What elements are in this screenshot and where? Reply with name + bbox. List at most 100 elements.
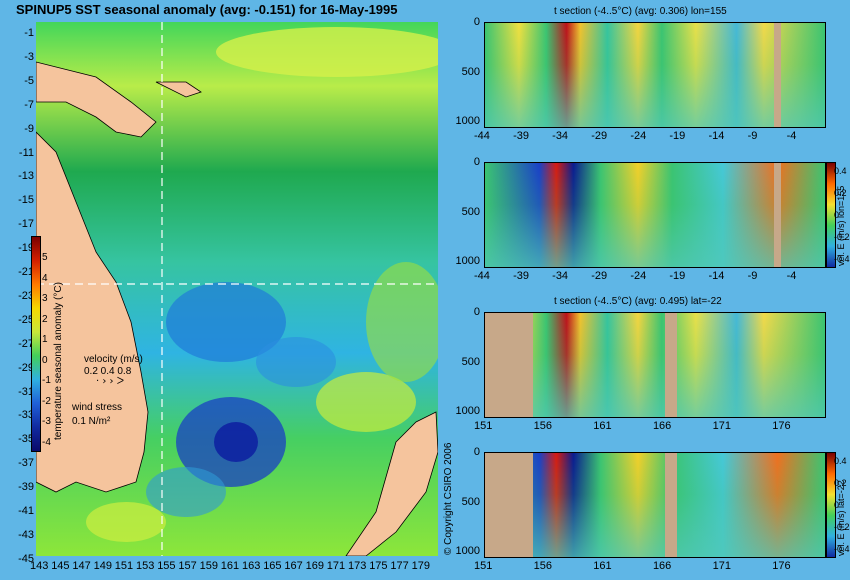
map-lon-tick: 145: [51, 560, 70, 572]
map-lat-tick: -11: [18, 146, 34, 159]
panel-x-tick: 166: [652, 560, 672, 572]
panel-y-tick: 0: [473, 156, 480, 168]
panel-x-tick: -9: [747, 270, 758, 282]
panel-x-tick: -9: [747, 130, 758, 142]
map-lon-tick: 165: [263, 560, 282, 572]
depth-fade: [485, 453, 825, 557]
map-lat-tick: -17: [18, 218, 34, 231]
map-colorbar-tick: -1: [42, 375, 51, 386]
map-lon-tick: 153: [136, 560, 155, 572]
depth-fade: [485, 163, 825, 267]
section-plot: [484, 162, 826, 268]
panel-x-tick: 176: [772, 420, 791, 432]
copyright: © Copyright CSIRO 2006: [443, 442, 454, 555]
map-lat-tick: -3: [24, 50, 34, 63]
velocity-colorbar-tick: 0.2: [834, 188, 847, 198]
panel-y-tick: 500: [461, 65, 480, 78]
panel-x-tick: -29: [591, 270, 608, 282]
map-lat-tick: -25: [18, 313, 34, 326]
map-lon-tick: 155: [157, 560, 176, 572]
panel-y-tick: 1000: [455, 545, 480, 558]
map-colorbar-tick: 4: [42, 272, 48, 284]
map-lat-tick: -21: [18, 266, 34, 278]
land-masses: [36, 61, 438, 556]
panel-x-tick: -24: [630, 130, 647, 142]
panel-x-tick: -39: [513, 270, 529, 282]
map-colorbar-tick: -3: [42, 416, 51, 427]
map-lon-tick: 157: [178, 560, 197, 572]
map-lat-tick: -33: [18, 409, 34, 422]
panel-y-tick: 1000: [455, 405, 480, 418]
panel-y-tick: 1000: [455, 255, 480, 268]
panel-x-tick: -4: [786, 270, 797, 282]
anomaly-features: [86, 27, 438, 542]
panel-y-tick: 0: [473, 306, 480, 318]
land-column: [774, 23, 781, 127]
velocity-label: velocity (m/s): [84, 354, 143, 365]
section-plot: [484, 22, 826, 128]
panel-title: t section (-4..5°C) (avg: 0.306) lon=155: [554, 6, 727, 17]
map-lon-tick: 173: [348, 560, 367, 572]
panel-x-tick: 171: [712, 560, 731, 572]
depth-fade: [485, 23, 825, 127]
map-lat-tick: -43: [18, 528, 34, 541]
map-colorbar-tick: -2: [42, 395, 51, 407]
velocity-scale: 0.2 0.4 0.8: [84, 366, 132, 377]
depth-fade: [485, 313, 825, 417]
panel-x-tick: -19: [669, 270, 686, 282]
velocity-colorbar: [826, 162, 836, 268]
panel-x-tick: 161: [593, 420, 612, 432]
map-lon-tick: 177: [390, 560, 409, 572]
panel-side-label: vel. E (m/s) lat=-22: [836, 480, 846, 556]
map-lon-tick: 143: [30, 560, 49, 572]
section-plot: [484, 312, 826, 418]
panel-x-tick: 166: [652, 420, 672, 432]
panel-x-tick: 151: [474, 420, 493, 432]
map-lat-tick: -19: [18, 242, 34, 255]
panel-x-tick: -29: [591, 130, 608, 142]
map-lat-tick: -7: [24, 98, 34, 111]
map-lon-tick: 171: [326, 560, 346, 572]
panel-x-tick: -44: [474, 270, 490, 282]
velocity-colorbar-tick: -0.4: [834, 254, 850, 264]
velocity-colorbar-tick: 0.4: [834, 166, 847, 176]
map-lon-tick: 151: [114, 560, 134, 572]
map-colorbar-tick: -4: [42, 436, 51, 448]
map-colorbar-tick: 2: [42, 313, 48, 325]
map-lat-tick: -1: [24, 27, 34, 39]
map-lat-tick: -27: [18, 337, 34, 350]
velocity-colorbar-tick: 0: [834, 210, 840, 220]
panel-x-tick: -14: [708, 130, 725, 142]
map-colorbar-tick: 1: [42, 334, 48, 345]
map-lat-tick: -15: [18, 194, 34, 207]
wind-stress-label: wind stress: [72, 402, 123, 413]
panel-side-label: vel. E (m/s) lon=155: [836, 185, 846, 266]
map-colorbar-tick: 3: [42, 293, 48, 304]
map-lat-tick: -13: [18, 170, 34, 183]
land-column: [485, 313, 533, 417]
velocity-arrows: · › › ᐳ: [96, 376, 125, 387]
map-lon-tick: 161: [220, 560, 240, 572]
velocity-colorbar-tick: -0.4: [834, 544, 850, 554]
land-column: [485, 453, 533, 557]
map-lon-tick: 147: [72, 560, 91, 572]
land-column: [774, 163, 781, 267]
panel-x-tick: 161: [593, 560, 612, 572]
map-colorbar-tick: 0: [42, 354, 48, 366]
panel-x-tick: 151: [474, 560, 493, 572]
map-lon-tick: 179: [411, 560, 430, 572]
panel-x-tick: -4: [786, 130, 797, 142]
land-column: [665, 313, 678, 417]
panel-x-tick: 156: [533, 560, 552, 572]
sst-anomaly-map: [36, 22, 438, 556]
map-lon-tick: 159: [199, 560, 218, 572]
panel-x-tick: 156: [533, 420, 552, 432]
map-colorbar-label: temperature seasonal anomaly (°C): [53, 282, 64, 440]
panel-x-tick: -39: [513, 130, 529, 142]
velocity-colorbar: [826, 452, 836, 558]
map-lat-tick: -23: [18, 289, 34, 302]
velocity-colorbar-tick: 0.4: [834, 456, 847, 466]
map-lat-tick: -45: [18, 552, 34, 565]
map-lat-tick: -39: [18, 481, 34, 494]
panel-y-tick: 0: [473, 446, 480, 458]
